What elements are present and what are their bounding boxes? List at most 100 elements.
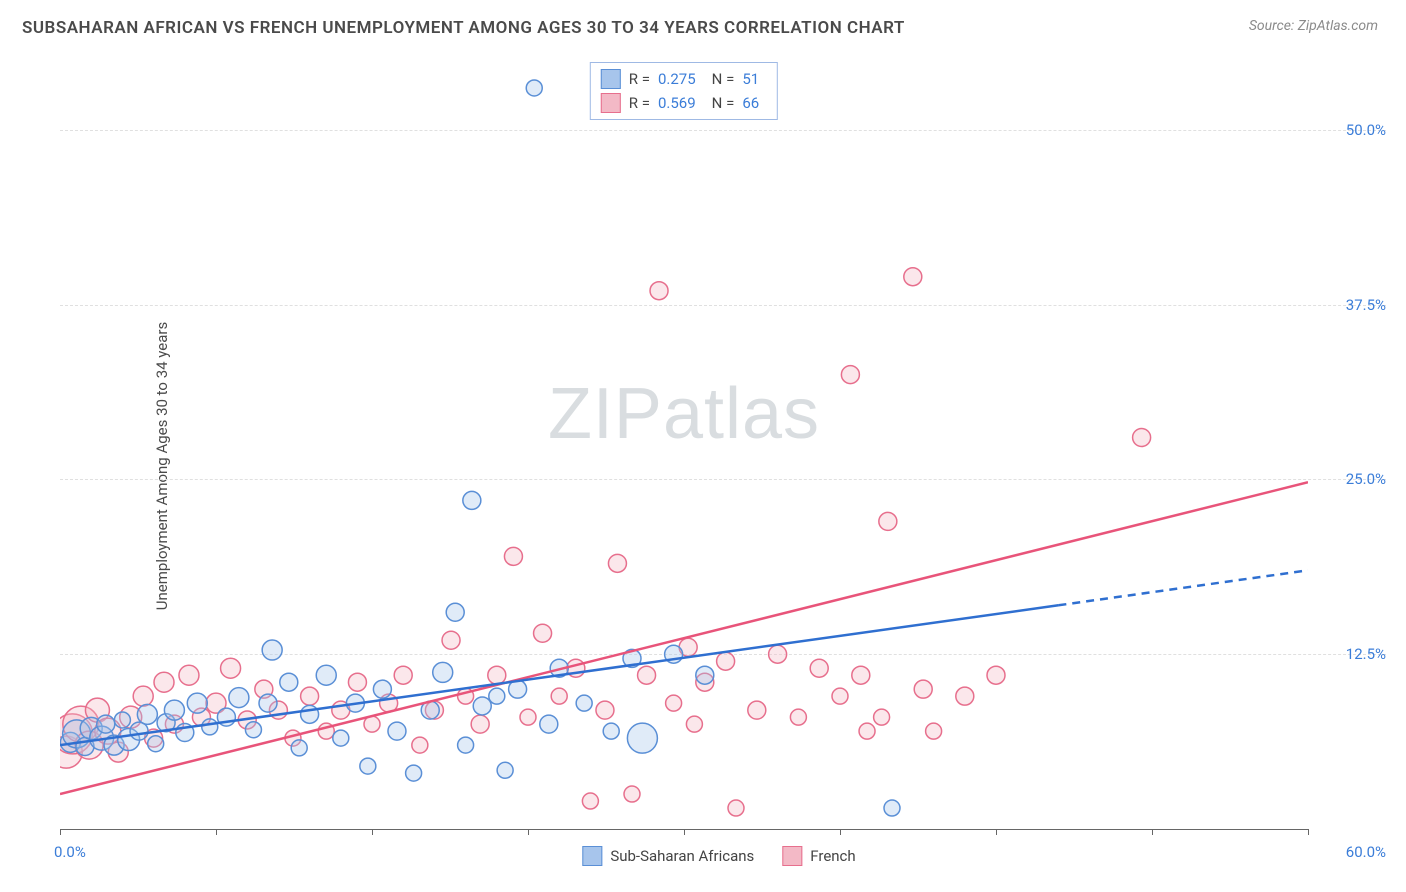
scatter-point	[471, 715, 489, 733]
stat-r-ssa: 0.275	[658, 67, 696, 91]
scatter-point	[488, 666, 506, 684]
scatter-point	[221, 658, 241, 678]
chart-area: Unemployment Among Ages 30 to 34 years Z…	[50, 60, 1388, 872]
chart-source: Source: ZipAtlas.com	[1249, 18, 1378, 34]
scatter-point	[1133, 429, 1151, 447]
scatter-point	[446, 603, 464, 621]
scatter-point	[987, 666, 1005, 684]
scatter-point	[442, 631, 460, 649]
stat-label-n: N =	[712, 67, 735, 91]
scatter-point	[473, 697, 491, 715]
scatter-point	[603, 723, 619, 739]
scatter-point	[859, 723, 875, 739]
scatter-point	[874, 709, 890, 725]
scatter-point	[650, 282, 668, 300]
scatter-point	[832, 688, 848, 704]
legend-item-fr: French	[782, 846, 855, 866]
trend-line-extrapolated	[1058, 570, 1308, 605]
scatter-point	[841, 366, 859, 384]
scatter-point	[956, 687, 974, 705]
chart-header: SUBSAHARAN AFRICAN VS FRENCH UNEMPLOYMEN…	[0, 0, 1406, 38]
stat-n-fr: 66	[742, 91, 759, 115]
scatter-point	[717, 652, 735, 670]
scatter-point	[576, 695, 592, 711]
scatter-point	[148, 736, 164, 752]
scatter-point	[608, 554, 626, 572]
plot-region: ZIPatlas R = 0.275 N = 51 R = 0.569 N = …	[60, 60, 1308, 830]
scatter-point	[187, 693, 207, 713]
scatter-point	[133, 686, 153, 706]
scatter-point	[262, 640, 282, 660]
scatter-point	[582, 793, 598, 809]
scatter-point	[769, 645, 787, 663]
scatter-point	[97, 715, 115, 733]
legend-swatch-fr	[782, 846, 802, 866]
x-axis-max-label: 60.0%	[1346, 843, 1386, 861]
legend-label-ssa: Sub-Saharan Africans	[610, 847, 754, 865]
scatter-point	[301, 687, 319, 705]
scatter-point	[526, 80, 542, 96]
trend-line	[60, 605, 1058, 745]
legend-swatch-ssa	[582, 846, 602, 866]
scatter-point	[291, 740, 307, 756]
scatter-point	[914, 680, 932, 698]
scatter-svg	[60, 60, 1308, 829]
scatter-point	[638, 666, 656, 684]
scatter-point	[624, 786, 640, 802]
trend-line	[60, 482, 1308, 794]
stat-label-r: R =	[629, 67, 650, 91]
scatter-point	[360, 758, 376, 774]
y-grid-label: 12.5%	[1316, 645, 1386, 663]
stats-row-ssa: R = 0.275 N = 51	[601, 67, 767, 91]
scatter-point	[884, 800, 900, 816]
scatter-point	[540, 715, 558, 733]
y-grid-label: 50.0%	[1316, 121, 1386, 139]
scatter-point	[686, 716, 702, 732]
scatter-point	[504, 547, 522, 565]
scatter-point	[810, 659, 828, 677]
stat-label-r2: R =	[629, 91, 650, 115]
scatter-point	[394, 666, 412, 684]
scatter-point	[229, 688, 249, 708]
scatter-point	[926, 723, 942, 739]
legend-label-fr: French	[810, 847, 855, 865]
stat-label-n2: N =	[712, 91, 735, 115]
scatter-point	[202, 719, 218, 735]
chart-title: SUBSAHARAN AFRICAN VS FRENCH UNEMPLOYMEN…	[22, 18, 905, 38]
scatter-point	[137, 704, 157, 724]
scatter-point	[373, 680, 391, 698]
swatch-ssa	[601, 69, 621, 89]
stats-row-fr: R = 0.569 N = 66	[601, 91, 767, 115]
scatter-point	[904, 268, 922, 286]
stat-r-fr: 0.569	[658, 91, 696, 115]
scatter-point	[728, 800, 744, 816]
scatter-point	[748, 701, 766, 719]
scatter-point	[179, 665, 199, 685]
scatter-point	[154, 672, 174, 692]
scatter-point	[520, 709, 536, 725]
scatter-point	[463, 491, 481, 509]
scatter-point	[534, 624, 552, 642]
scatter-point	[388, 722, 406, 740]
scatter-point	[316, 665, 336, 685]
scatter-point	[433, 662, 453, 682]
y-grid-label: 37.5%	[1316, 296, 1386, 314]
scatter-point	[412, 737, 428, 753]
scatter-point	[879, 512, 897, 530]
scatter-point	[852, 666, 870, 684]
scatter-point	[280, 673, 298, 691]
legend-item-ssa: Sub-Saharan Africans	[582, 846, 754, 866]
stat-n-ssa: 51	[742, 67, 759, 91]
y-grid-label: 25.0%	[1316, 470, 1386, 488]
x-axis-min-label: 0.0%	[54, 843, 86, 861]
legend: Sub-Saharan Africans French	[582, 846, 855, 866]
scatter-point	[114, 712, 130, 728]
swatch-fr	[601, 93, 621, 113]
scatter-point	[489, 688, 505, 704]
scatter-point	[666, 695, 682, 711]
scatter-point	[627, 723, 657, 753]
scatter-point	[333, 730, 349, 746]
scatter-point	[596, 701, 614, 719]
scatter-point	[406, 765, 422, 781]
correlation-stats-box: R = 0.275 N = 51 R = 0.569 N = 66	[590, 62, 778, 120]
